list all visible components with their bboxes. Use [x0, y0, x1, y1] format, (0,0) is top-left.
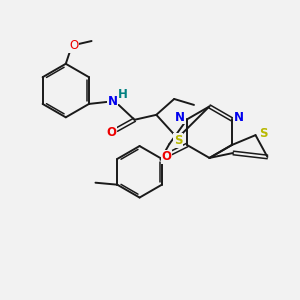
Text: O: O: [107, 126, 117, 139]
Text: N: N: [108, 95, 118, 108]
Text: O: O: [69, 40, 78, 52]
Text: N: N: [234, 111, 244, 124]
Text: N: N: [175, 111, 185, 124]
Text: S: S: [174, 134, 182, 147]
Text: H: H: [118, 88, 128, 100]
Text: O: O: [161, 150, 171, 164]
Text: S: S: [259, 127, 268, 140]
